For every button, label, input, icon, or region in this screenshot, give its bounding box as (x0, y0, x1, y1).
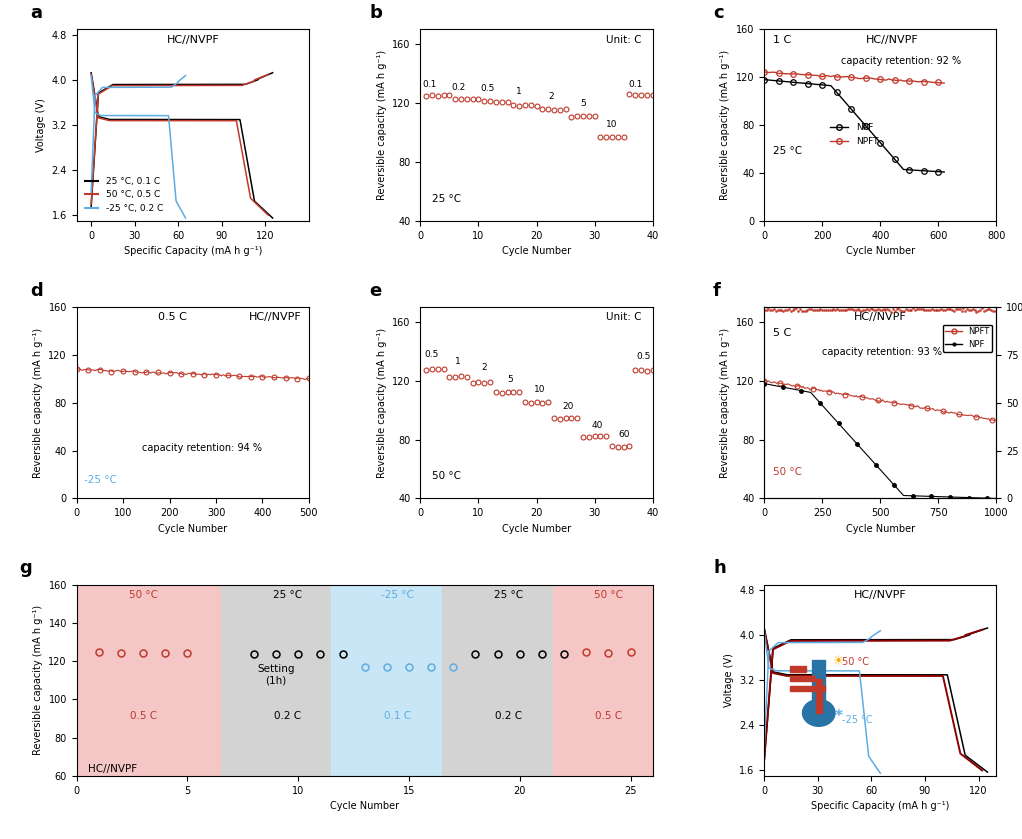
Text: HC//NVPF: HC//NVPF (854, 590, 907, 600)
Text: f: f (713, 282, 721, 300)
Text: capacity retention: 93 %: capacity retention: 93 % (823, 347, 942, 357)
Text: 2: 2 (481, 363, 487, 373)
X-axis label: Cycle Number: Cycle Number (846, 524, 915, 534)
Bar (553, 585, 653, 776)
X-axis label: Specific Capacity (mA h g⁻¹): Specific Capacity (mA h g⁻¹) (124, 246, 262, 256)
Text: 20: 20 (563, 402, 574, 410)
Y-axis label: Voltage (V): Voltage (V) (36, 98, 46, 152)
Text: 50 °C: 50 °C (594, 590, 622, 600)
Bar (77, 585, 221, 776)
Text: h: h (713, 559, 726, 577)
Text: 0.2 C: 0.2 C (495, 711, 522, 721)
Text: 25 °C: 25 °C (774, 146, 802, 156)
Text: 5 C: 5 C (774, 328, 792, 338)
Bar (221, 585, 331, 776)
Text: 0.5 C: 0.5 C (158, 312, 187, 322)
Text: 0.1: 0.1 (422, 80, 436, 89)
Text: 0.5: 0.5 (637, 352, 651, 361)
Text: 40: 40 (592, 420, 603, 430)
Text: capacity retention: 94 %: capacity retention: 94 % (142, 443, 262, 452)
Text: 50 °C: 50 °C (432, 472, 461, 482)
Text: 0.5 C: 0.5 C (130, 711, 156, 721)
Text: 0.5: 0.5 (480, 84, 495, 93)
Y-axis label: Reversible capacity (mA h g⁻¹): Reversible capacity (mA h g⁻¹) (377, 50, 386, 201)
Text: Setting
(1h): Setting (1h) (258, 664, 294, 685)
Text: 0.2 C: 0.2 C (274, 711, 300, 721)
Text: 0.2: 0.2 (451, 83, 465, 91)
Text: Unit: C: Unit: C (606, 34, 641, 44)
Legend: NPF, NPFT: NPF, NPFT (827, 120, 882, 149)
Y-axis label: Reversible capacity (mA h g⁻¹): Reversible capacity (mA h g⁻¹) (377, 328, 386, 477)
X-axis label: Cycle Number: Cycle Number (502, 524, 571, 534)
Text: a: a (31, 4, 42, 22)
Text: c: c (713, 4, 724, 22)
Text: capacity retention: 92 %: capacity retention: 92 % (841, 56, 961, 65)
Text: -25 °C: -25 °C (381, 590, 414, 600)
X-axis label: Cycle Number: Cycle Number (502, 246, 571, 256)
Text: 0.5 C: 0.5 C (595, 711, 622, 721)
Text: 1: 1 (516, 87, 522, 96)
Text: g: g (19, 559, 32, 577)
Text: HC//NVPF: HC//NVPF (854, 312, 907, 322)
X-axis label: Cycle Number: Cycle Number (846, 246, 915, 256)
Text: e: e (369, 282, 381, 300)
Y-axis label: Reversible capacity (mA h g⁻¹): Reversible capacity (mA h g⁻¹) (721, 50, 731, 201)
Y-axis label: Reversible capacity (mA h g⁻¹): Reversible capacity (mA h g⁻¹) (33, 605, 43, 755)
Text: HC//NVPF: HC//NVPF (167, 34, 219, 44)
Text: -25 °C: -25 °C (84, 475, 117, 485)
Text: 10: 10 (606, 120, 617, 128)
Text: 25 °C: 25 °C (494, 590, 523, 600)
Text: Unit: C: Unit: C (606, 312, 641, 322)
Text: 5: 5 (580, 99, 586, 108)
Text: 25 °C: 25 °C (432, 194, 461, 204)
Text: 1: 1 (455, 357, 461, 367)
Text: 50 °C: 50 °C (129, 590, 157, 600)
X-axis label: Cycle Number: Cycle Number (158, 524, 227, 534)
Text: 2: 2 (548, 91, 554, 101)
Text: HC//NVPF: HC//NVPF (866, 34, 919, 44)
X-axis label: Specific Capacity (mA h g⁻¹): Specific Capacity (mA h g⁻¹) (811, 801, 949, 811)
Text: 10: 10 (533, 385, 545, 394)
Y-axis label: Reversible capacity (mA h g⁻¹): Reversible capacity (mA h g⁻¹) (33, 328, 43, 477)
Legend: NPFT, NPF: NPFT, NPF (942, 325, 992, 352)
Bar (331, 585, 443, 776)
Legend: 25 °C, 0.1 C, 50 °C, 0.5 C, -25 °C, 0.2 C: 25 °C, 0.1 C, 50 °C, 0.5 C, -25 °C, 0.2 … (81, 173, 167, 216)
Text: 0.1 C: 0.1 C (384, 711, 412, 721)
Text: 1 C: 1 C (774, 34, 792, 44)
Text: 50 °C: 50 °C (774, 467, 802, 477)
Text: b: b (369, 4, 382, 22)
Y-axis label: Reversible capacity (mA h g⁻¹): Reversible capacity (mA h g⁻¹) (721, 328, 731, 477)
Text: 60: 60 (618, 430, 630, 439)
Text: d: d (31, 282, 43, 300)
Text: HC//NVPF: HC//NVPF (249, 312, 301, 322)
Y-axis label: Voltage (V): Voltage (V) (724, 654, 734, 707)
Text: 0.1: 0.1 (629, 80, 643, 89)
X-axis label: Cycle Number: Cycle Number (330, 801, 400, 811)
Text: HC//NVPF: HC//NVPF (88, 764, 137, 774)
Bar (443, 585, 553, 776)
Text: 5: 5 (508, 375, 513, 384)
Text: 0.5: 0.5 (425, 350, 439, 359)
Text: 25 °C: 25 °C (273, 590, 301, 600)
